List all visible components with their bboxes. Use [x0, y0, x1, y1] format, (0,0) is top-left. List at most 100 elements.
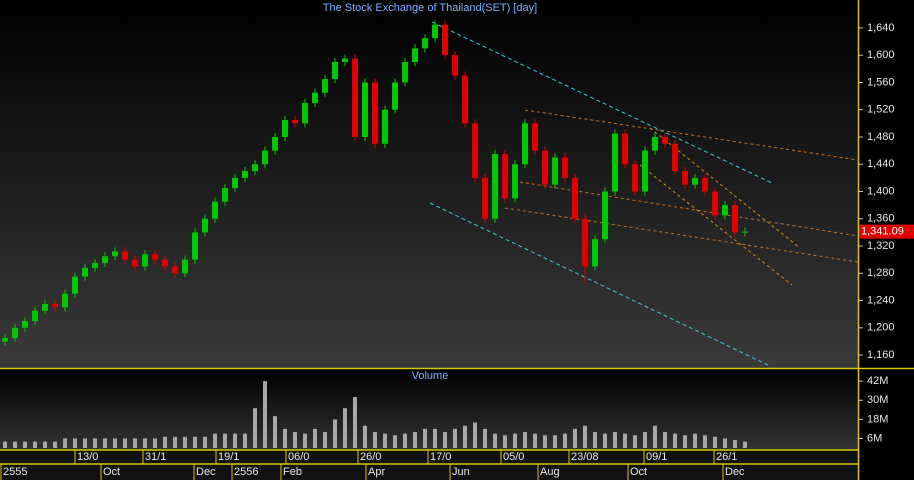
x-tick-label: Dec — [725, 466, 745, 478]
volume-bar — [643, 432, 647, 448]
volume-bar — [563, 433, 567, 448]
volume-bar — [653, 425, 657, 448]
y-tick-label: 1,440 — [867, 158, 895, 170]
candle-body — [22, 320, 28, 328]
candle-body — [132, 259, 138, 267]
candle-body — [52, 303, 58, 308]
y-tick-label: 1,400 — [867, 185, 895, 197]
candle-body — [152, 254, 158, 260]
candle-body — [642, 150, 648, 192]
candle-body — [272, 136, 278, 151]
volume-bar — [463, 425, 467, 448]
volume-panel — [0, 370, 858, 450]
chart-title: The Stock Exchange of Thailand(SET) [day… — [323, 2, 537, 14]
candle-body — [122, 251, 128, 260]
y-tick-label: 1,280 — [867, 267, 895, 279]
candle-body — [572, 177, 578, 219]
candle-body — [32, 310, 38, 321]
volume-bar — [73, 438, 77, 448]
volume-bar — [473, 422, 477, 448]
candle-body — [192, 232, 198, 260]
x-tick-label: Dec — [196, 466, 216, 478]
x-tick-label: Apr — [368, 466, 385, 478]
candle-body — [382, 109, 388, 144]
volume-bar — [373, 432, 377, 448]
volume-bar — [143, 438, 147, 448]
volume-bar — [453, 428, 457, 448]
x-tick-label: 17/0 — [430, 451, 451, 463]
volume-bar — [413, 432, 417, 448]
candle-body — [62, 293, 68, 308]
volume-bar — [613, 432, 617, 448]
candle-body — [392, 82, 398, 110]
last-price-label: 1,341.09 — [861, 226, 904, 238]
volume-bar — [43, 441, 47, 448]
y-tick-label: 1,360 — [867, 213, 895, 225]
volume-bar — [703, 435, 707, 448]
candle-body — [652, 136, 658, 151]
candle-body — [602, 191, 608, 240]
candle-body — [142, 254, 148, 267]
candle-body — [632, 164, 638, 192]
x-tick-label: 31/1 — [145, 451, 166, 463]
candle-body — [172, 266, 178, 274]
volume-bar — [743, 441, 747, 448]
candle-body — [182, 259, 188, 274]
candle-body — [592, 239, 598, 267]
volume-bar — [253, 408, 257, 448]
x-tick-label: Oct — [630, 466, 647, 478]
x-tick-label: 2555 — [3, 466, 27, 478]
volume-bar — [293, 432, 297, 448]
x-tick-label: 06/0 — [288, 451, 309, 463]
volume-bar — [313, 428, 317, 448]
candle-body — [742, 231, 748, 233]
volume-bar — [343, 408, 347, 448]
x-tick-label: 26/1 — [716, 451, 737, 463]
last-price-box — [859, 224, 914, 239]
x-tick-label: 05/0 — [503, 451, 524, 463]
candle-body — [102, 256, 108, 264]
candle-body — [232, 177, 238, 189]
volume-bar — [393, 435, 397, 448]
volume-bar — [543, 435, 547, 448]
candle-body — [532, 123, 538, 151]
candle-body — [622, 133, 628, 165]
volume-bar — [223, 433, 227, 448]
volume-bar — [263, 381, 267, 448]
volume-bar — [243, 433, 247, 448]
volume-bar — [723, 438, 727, 448]
volume-bar — [553, 435, 557, 448]
volume-bar — [533, 433, 537, 448]
candle-body — [12, 327, 18, 339]
candle-body — [422, 38, 428, 49]
y-tick-label: 1,600 — [867, 49, 895, 61]
candle-body — [542, 150, 548, 185]
trend-line — [524, 109, 859, 161]
volume-bar — [593, 432, 597, 448]
price-panel — [0, 0, 858, 368]
volume-bar — [433, 428, 437, 448]
x-tick-label: 19/1 — [218, 451, 239, 463]
volume-bar — [423, 428, 427, 448]
candle-body — [402, 62, 408, 83]
candle-body — [372, 82, 378, 144]
candle-body — [302, 102, 308, 124]
candle-body — [732, 205, 738, 233]
y-tick-label: 1,480 — [867, 131, 895, 143]
volume-bar — [63, 438, 67, 448]
volume-bar — [283, 428, 287, 448]
volume-bar — [3, 441, 7, 448]
candle-body — [432, 24, 438, 39]
candle-body — [522, 123, 528, 165]
volume-bar — [523, 432, 527, 448]
y-tick-label: 6M — [867, 432, 882, 444]
candle-body — [322, 79, 328, 93]
candle-body — [212, 201, 218, 219]
candle-body — [662, 136, 668, 144]
candle-body — [72, 276, 78, 294]
volume-bar — [513, 433, 517, 448]
volume-bar — [673, 433, 677, 448]
x-tick-label: 2556 — [234, 466, 258, 478]
